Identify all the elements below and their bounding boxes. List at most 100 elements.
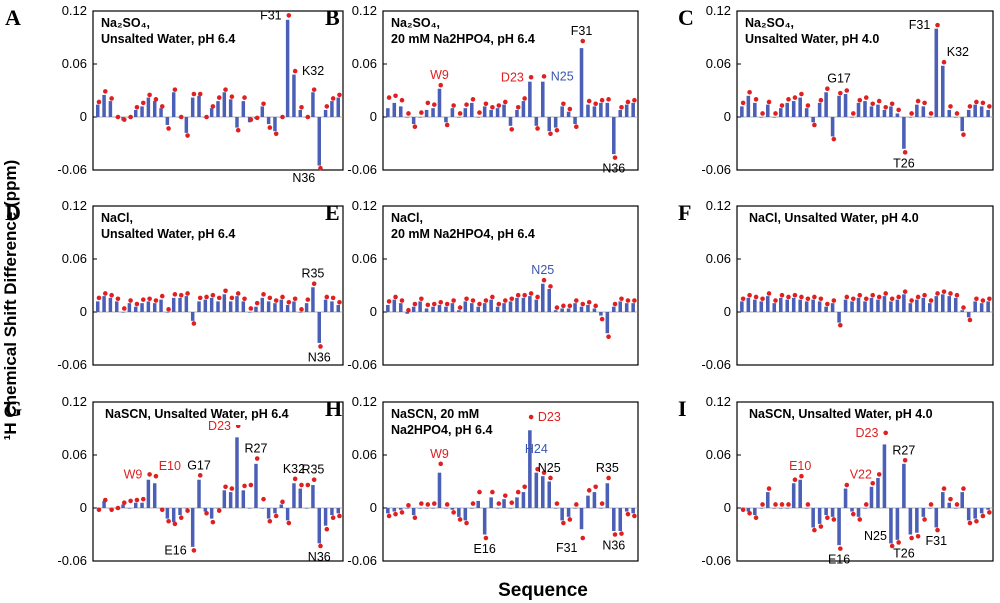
bar-2 bbox=[392, 102, 397, 117]
bar-7 bbox=[424, 508, 429, 509]
bar-23 bbox=[235, 296, 239, 312]
point-13 bbox=[172, 521, 178, 527]
point-4 bbox=[406, 307, 411, 313]
point-5 bbox=[412, 515, 418, 521]
bar-21 bbox=[515, 109, 519, 117]
point-21 bbox=[223, 87, 228, 92]
bar-28 bbox=[266, 508, 271, 519]
bar-7 bbox=[778, 297, 783, 312]
residue-label: D23 bbox=[501, 70, 524, 84]
point-36 bbox=[318, 344, 323, 349]
point-29 bbox=[273, 513, 279, 519]
point-24 bbox=[242, 296, 247, 302]
point-30 bbox=[280, 114, 285, 120]
point-14 bbox=[470, 501, 476, 506]
point-23 bbox=[883, 430, 888, 436]
bar-14 bbox=[824, 306, 828, 312]
bar-39 bbox=[336, 508, 340, 514]
point-13 bbox=[464, 102, 469, 107]
bar-9 bbox=[437, 88, 442, 117]
point-6 bbox=[773, 502, 778, 507]
bar-16 bbox=[482, 303, 487, 312]
residue-label: T26 bbox=[893, 546, 915, 560]
bar-34 bbox=[599, 312, 603, 316]
point-17 bbox=[197, 295, 203, 301]
point-26 bbox=[902, 458, 908, 463]
point-30 bbox=[280, 294, 285, 300]
panel-e: -0.06 0 0.06 0.12 E NaCl, 20 mM Na2HPO4, pH 6.… bbox=[325, 198, 639, 372]
point-31 bbox=[935, 291, 940, 296]
point-39 bbox=[632, 513, 637, 519]
bar-32 bbox=[586, 304, 590, 312]
bar-24 bbox=[241, 101, 246, 117]
bar-38 bbox=[979, 508, 984, 514]
point-4 bbox=[115, 505, 121, 511]
point-9 bbox=[147, 296, 152, 302]
title-backdrop bbox=[388, 405, 505, 441]
bar-22 bbox=[521, 492, 526, 508]
point-31 bbox=[580, 301, 586, 307]
bar-10 bbox=[798, 299, 802, 312]
point-30 bbox=[280, 499, 285, 505]
point-28 bbox=[267, 518, 273, 524]
y-tick-label: 0 bbox=[80, 500, 87, 515]
bar-20 bbox=[508, 508, 513, 509]
point-8 bbox=[140, 297, 146, 302]
bar-32 bbox=[940, 65, 945, 117]
point-25 bbox=[248, 482, 254, 488]
point-36 bbox=[318, 543, 323, 549]
point-11 bbox=[451, 298, 456, 303]
residue-label: F31 bbox=[556, 541, 578, 555]
point-34 bbox=[305, 482, 311, 488]
bar-37 bbox=[618, 301, 623, 312]
bar-13 bbox=[817, 301, 822, 312]
bar-39 bbox=[336, 304, 340, 312]
plot-frame bbox=[92, 205, 344, 366]
point-39 bbox=[632, 97, 637, 103]
panel-letter: F bbox=[678, 200, 691, 225]
point-18 bbox=[496, 501, 502, 506]
point-34 bbox=[599, 316, 605, 322]
bar-17 bbox=[843, 94, 848, 117]
point-31 bbox=[286, 520, 292, 526]
bar-15 bbox=[830, 117, 835, 137]
point-36 bbox=[967, 520, 973, 526]
point-9 bbox=[147, 92, 152, 98]
point-3 bbox=[753, 294, 759, 300]
bar-28 bbox=[560, 308, 564, 312]
bar-6 bbox=[772, 117, 777, 118]
bar-19 bbox=[209, 297, 214, 312]
bar-36 bbox=[966, 109, 971, 117]
bar-19 bbox=[502, 499, 506, 508]
point-13 bbox=[464, 520, 469, 526]
bar-13 bbox=[817, 102, 822, 117]
panel-title-line: Unsalted Water, pH 6.4 bbox=[101, 32, 235, 46]
point-37 bbox=[974, 296, 979, 302]
bar-38 bbox=[624, 303, 629, 312]
y-tick-label: 0.12 bbox=[352, 394, 377, 409]
bar-37 bbox=[323, 299, 328, 312]
point-31 bbox=[580, 535, 586, 541]
y-tick-label: -0.06 bbox=[347, 553, 377, 568]
bar-2 bbox=[746, 508, 751, 512]
point-16 bbox=[191, 321, 197, 326]
point-8 bbox=[140, 100, 146, 106]
point-13 bbox=[172, 87, 178, 92]
bar-16 bbox=[190, 312, 195, 321]
bar-28 bbox=[915, 508, 919, 533]
bar-11 bbox=[450, 303, 455, 312]
bar-18 bbox=[850, 508, 854, 512]
bar-10 bbox=[152, 483, 157, 508]
point-4 bbox=[760, 502, 765, 507]
point-39 bbox=[337, 92, 342, 98]
point-11 bbox=[451, 510, 456, 515]
point-14 bbox=[178, 515, 184, 521]
bar-27 bbox=[908, 303, 913, 312]
bar-22 bbox=[876, 104, 880, 117]
bar-13 bbox=[171, 508, 176, 523]
point-6 bbox=[128, 498, 133, 504]
point-5 bbox=[121, 306, 127, 311]
bar-16 bbox=[837, 508, 841, 546]
point-22 bbox=[229, 486, 235, 491]
point-1 bbox=[740, 100, 746, 106]
